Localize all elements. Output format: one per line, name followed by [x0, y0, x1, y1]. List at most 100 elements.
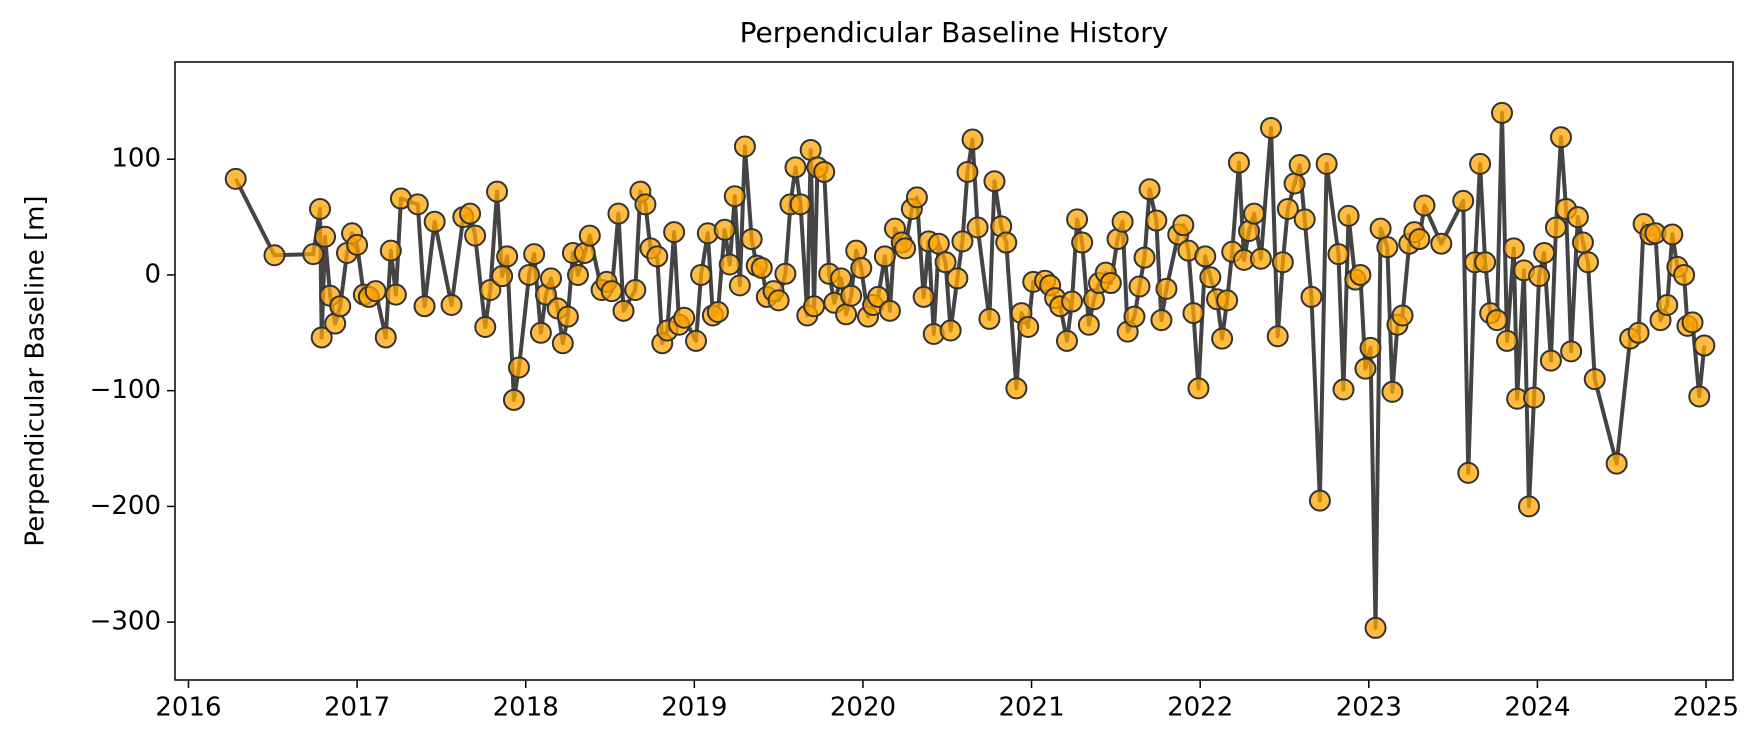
marker — [600, 280, 623, 303]
marker — [966, 216, 989, 239]
x-tick-label: 2025 — [1673, 693, 1739, 723]
marker — [346, 233, 369, 256]
marker — [1172, 214, 1195, 237]
marker — [1576, 251, 1599, 274]
marker — [951, 230, 974, 253]
x-tick-label: 2023 — [1336, 693, 1402, 723]
x-tick-label: 2019 — [661, 693, 727, 723]
marker — [474, 316, 497, 339]
marker — [479, 278, 502, 301]
marker — [540, 267, 563, 290]
marker — [956, 160, 979, 183]
marker — [1583, 368, 1606, 391]
marker — [329, 295, 352, 318]
marker — [1194, 245, 1217, 268]
marker — [1502, 237, 1525, 260]
marker — [978, 307, 1001, 330]
marker — [566, 263, 589, 286]
marker — [740, 228, 763, 251]
marker — [1408, 228, 1431, 251]
y-tick-label: 0 — [144, 259, 161, 289]
marker — [1693, 334, 1716, 357]
marker — [302, 243, 325, 266]
marker — [496, 245, 519, 268]
marker — [1354, 357, 1377, 380]
marker — [1243, 202, 1266, 225]
marker — [983, 170, 1006, 193]
marker — [1066, 208, 1089, 231]
marker — [1128, 275, 1151, 298]
marker — [663, 221, 686, 244]
marker — [774, 262, 797, 285]
marker — [523, 243, 546, 266]
marker — [1474, 251, 1497, 274]
marker — [1283, 172, 1306, 195]
marker — [607, 202, 630, 225]
marker — [1533, 241, 1556, 264]
marker — [1055, 329, 1078, 352]
marker — [310, 326, 333, 349]
marker — [1271, 251, 1294, 274]
marker — [927, 232, 950, 255]
marker — [946, 267, 969, 290]
marker — [995, 231, 1018, 254]
line — [233, 110, 1707, 630]
marker — [1485, 309, 1508, 332]
marker — [1661, 223, 1684, 246]
x-tick-label: 2021 — [998, 693, 1064, 723]
marker — [1145, 209, 1168, 232]
marker — [384, 283, 407, 306]
marker — [1452, 189, 1475, 212]
marker — [1071, 231, 1094, 254]
marker — [1457, 461, 1480, 484]
marker — [713, 218, 736, 241]
marker — [1550, 126, 1573, 149]
marker — [1017, 316, 1040, 339]
marker — [1566, 206, 1589, 229]
marker — [813, 160, 836, 183]
marker — [578, 224, 601, 247]
marker — [1308, 489, 1331, 512]
marker — [1681, 311, 1704, 334]
marker — [413, 295, 436, 318]
marker — [1005, 377, 1028, 400]
marker — [518, 263, 541, 286]
marker — [612, 299, 635, 322]
marker — [961, 128, 984, 151]
marker — [934, 251, 957, 274]
marker — [1627, 321, 1650, 344]
marker — [1133, 246, 1156, 269]
marker — [1249, 247, 1272, 270]
x-tick-label: 2020 — [830, 693, 896, 723]
marker — [706, 300, 729, 323]
x-tick-label: 2024 — [1504, 693, 1570, 723]
marker — [551, 332, 574, 355]
y-axis-label: Perpendicular Baseline [m] — [21, 195, 51, 546]
marker — [1187, 377, 1210, 400]
marker — [464, 224, 487, 247]
marker — [1288, 154, 1311, 176]
marker — [486, 180, 509, 203]
marker — [1469, 152, 1492, 175]
marker — [1337, 204, 1360, 227]
y-tick-label: −100 — [90, 375, 161, 405]
marker — [850, 257, 873, 279]
marker — [1293, 208, 1316, 231]
marker — [1150, 309, 1173, 332]
marker — [1369, 217, 1392, 240]
marker — [1376, 236, 1399, 259]
marker — [634, 193, 657, 216]
marker — [1496, 329, 1519, 352]
marker — [1155, 277, 1178, 300]
marker — [784, 156, 807, 179]
marker — [1391, 304, 1414, 327]
marker — [491, 265, 514, 288]
marker — [1211, 327, 1234, 350]
marker — [1539, 349, 1562, 372]
marker — [1359, 336, 1382, 359]
marker — [374, 326, 397, 349]
marker — [529, 321, 552, 344]
marker — [912, 285, 935, 308]
marker — [1276, 197, 1299, 220]
marker — [867, 285, 890, 308]
